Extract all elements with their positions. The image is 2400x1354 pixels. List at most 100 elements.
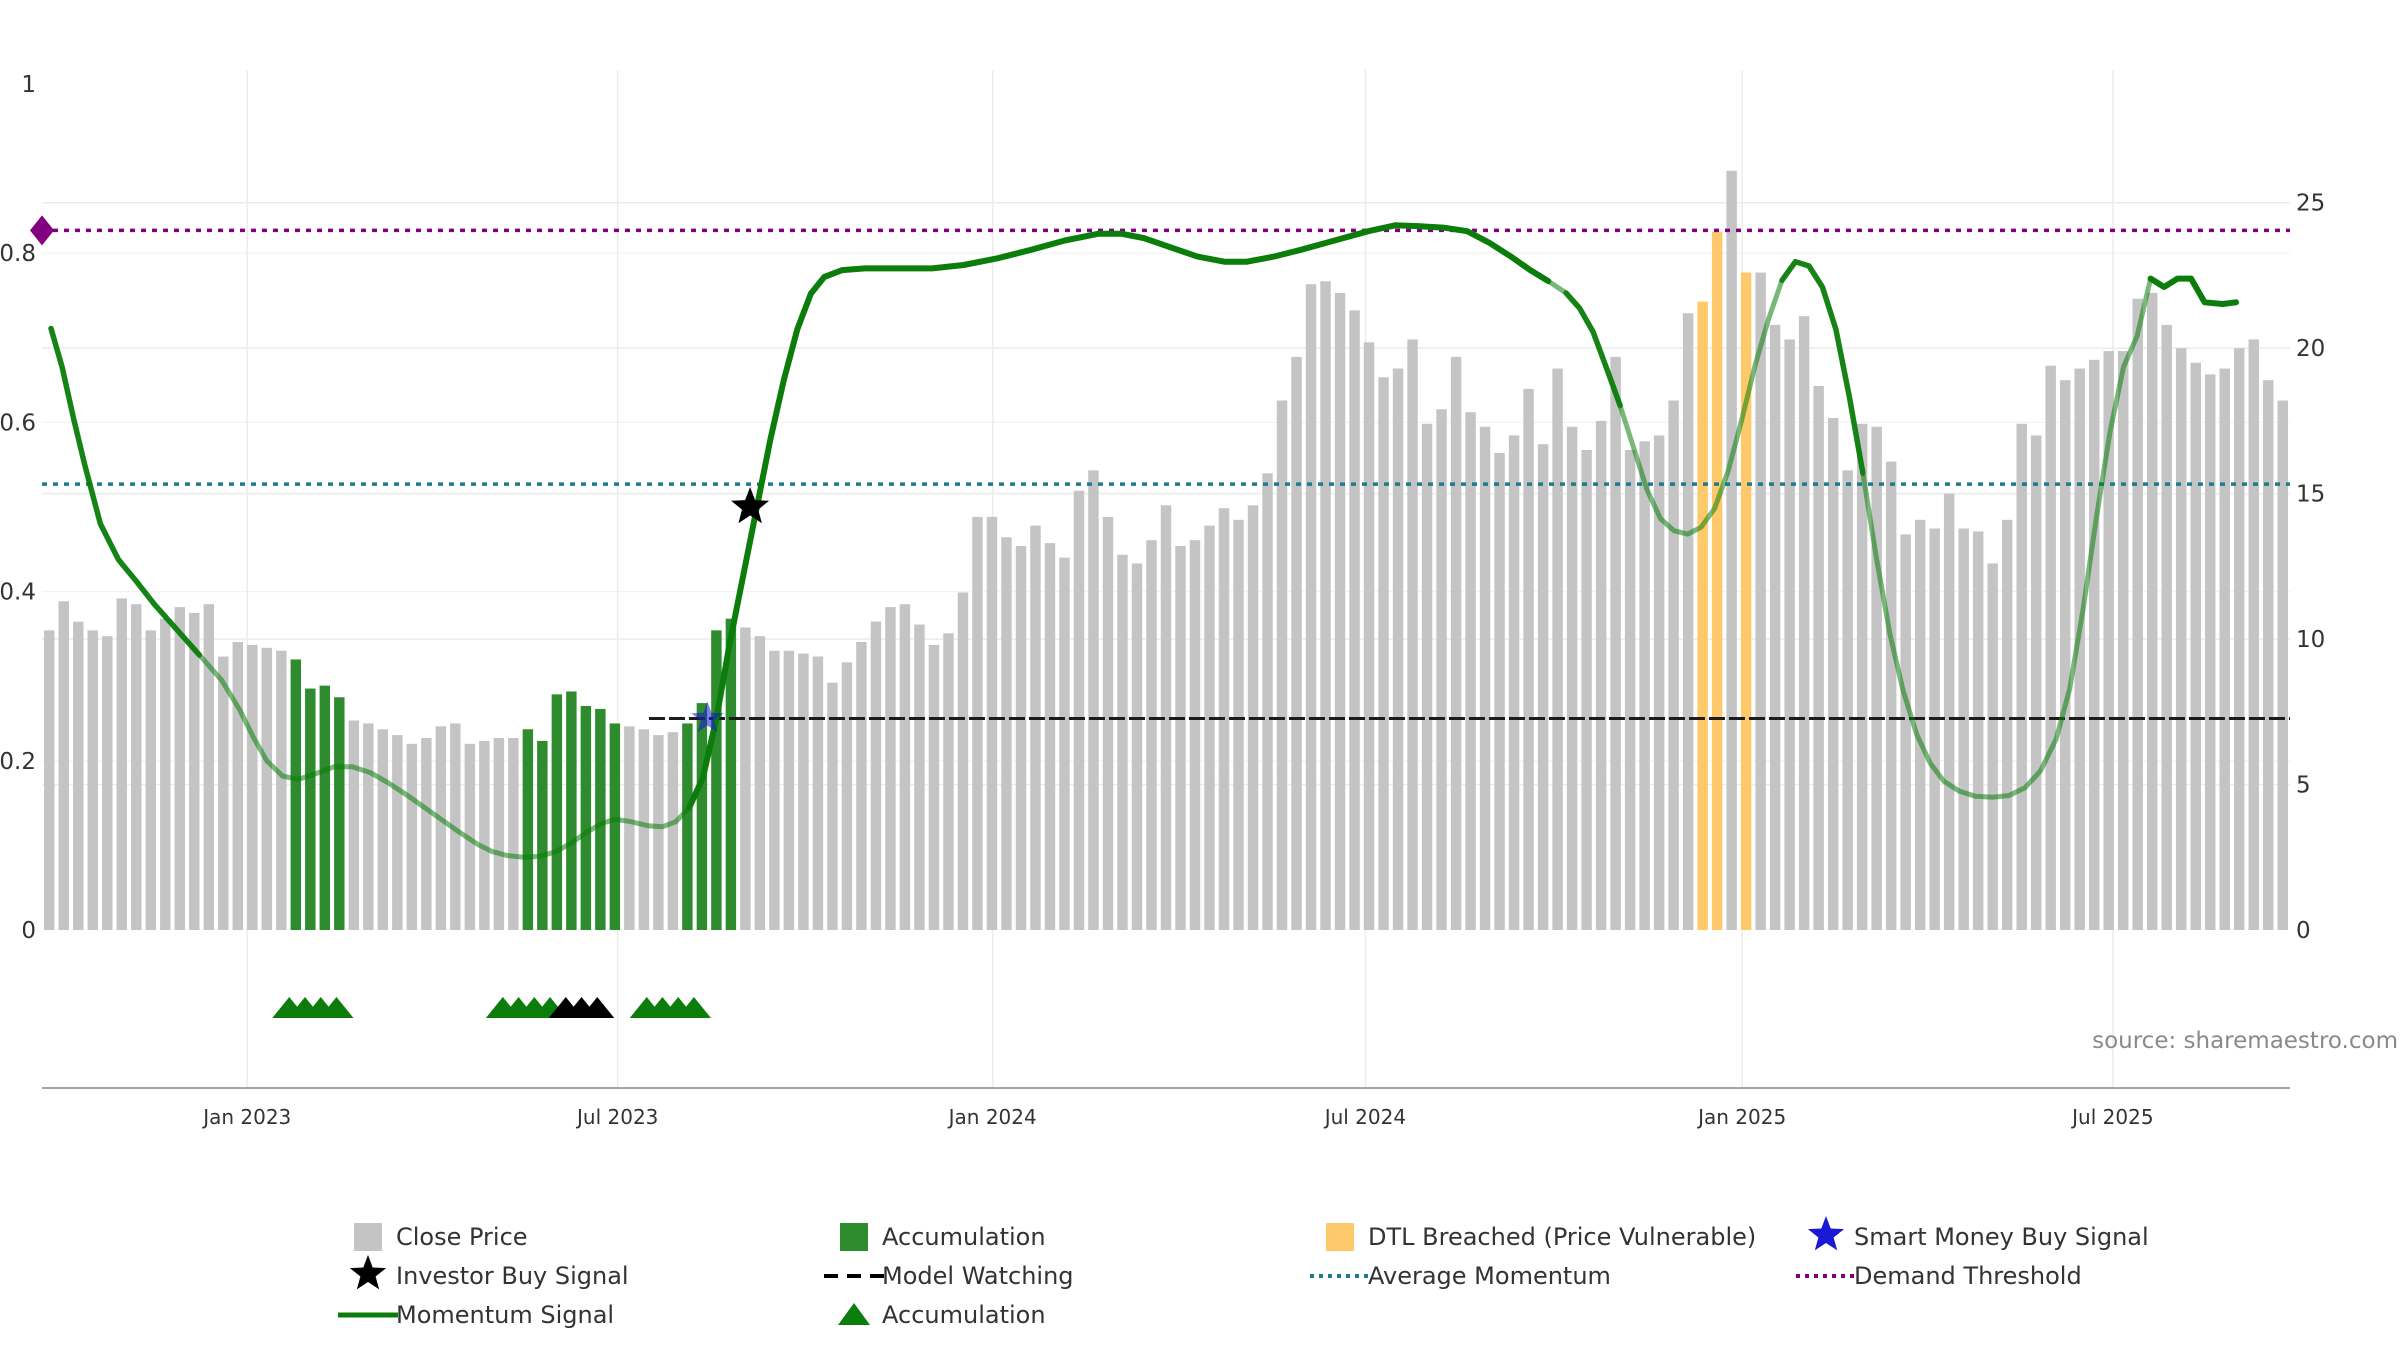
close-price-bar <box>2001 519 2013 930</box>
close-price-bar <box>1842 470 1853 930</box>
close-price-bar <box>1639 441 1650 930</box>
close-price-bar <box>479 740 490 930</box>
close-price-bar <box>392 735 403 930</box>
x-tick-label: Jul 2023 <box>575 1105 658 1129</box>
accumulation-bar <box>305 688 316 930</box>
close-price-bar <box>1349 310 1360 930</box>
legend-swatch <box>1326 1223 1354 1251</box>
momentum-signal-strong-segment <box>2147 275 2239 307</box>
accumulation-bar <box>522 729 534 930</box>
close-price-bar <box>2132 298 2143 931</box>
close-price-bar <box>928 644 940 930</box>
left-tick-label: 0.4 <box>0 580 36 606</box>
close-price-bar <box>1653 435 1665 930</box>
close-price-bar <box>1479 426 1491 930</box>
close-price-bar <box>2016 423 2027 930</box>
close-price-bar <box>1088 470 1099 930</box>
close-price-bar <box>2161 324 2172 930</box>
close-price-bar <box>1102 516 1114 930</box>
close-price-bar <box>1334 292 1346 930</box>
momentum-lines <box>48 222 2239 860</box>
legend-swatch <box>354 1223 382 1251</box>
legend-swatch <box>838 1303 870 1325</box>
close-price-bar <box>1421 423 1433 930</box>
close-price-bar <box>827 682 838 930</box>
accumulation-bar <box>696 703 708 930</box>
right-tick-label: 10 <box>2296 627 2325 653</box>
close-price-bar <box>1291 356 1302 930</box>
close-price-bar <box>2088 359 2100 930</box>
close-price-bar <box>87 630 98 930</box>
close-price-bar <box>1943 493 1955 930</box>
close-price-bar <box>667 732 679 930</box>
accumulation-bar <box>682 723 693 930</box>
close-price-bar <box>493 738 505 930</box>
right-tick-label: 25 <box>2296 191 2325 217</box>
close-price-bar <box>1465 412 1476 930</box>
close-price-bar <box>841 662 853 930</box>
x-tick-label: Jan 2025 <box>1696 1105 1786 1129</box>
close-price-bar <box>1030 525 1041 930</box>
close-price-bar <box>1146 540 1157 930</box>
close-price-bar <box>972 516 983 930</box>
close-price-bar <box>1073 490 1085 930</box>
reference-lines <box>30 215 2290 720</box>
legend-label: Smart Money Buy Signal <box>1854 1223 2149 1251</box>
right-tick-label: 15 <box>2296 482 2325 508</box>
legend-item-momentum-signal: Momentum Signal <box>338 1301 614 1329</box>
close-price-bar <box>1552 368 1563 930</box>
close-price-bar <box>2190 362 2201 931</box>
close-price-bar <box>856 642 867 930</box>
close-price-bar <box>1015 546 1027 930</box>
close-price-bar <box>44 630 55 930</box>
dtl-breached-bar <box>1697 301 1708 930</box>
close-price-bar <box>435 726 447 930</box>
legend-label: Demand Threshold <box>1854 1262 2082 1290</box>
accumulation-marker <box>580 997 615 1018</box>
investor-buy-signal-star <box>731 487 770 524</box>
close-price-bar <box>798 653 809 930</box>
close-price-bar <box>1523 388 1534 930</box>
close-price-bar <box>1769 324 1781 930</box>
close-price-bar <box>754 636 766 930</box>
close-price-bar <box>1581 450 1592 930</box>
close-price-bar <box>1566 426 1578 930</box>
accumulation-bar <box>319 685 331 930</box>
legend-label: DTL Breached (Price Vulnerable) <box>1368 1223 1756 1251</box>
close-price-bar <box>2205 374 2216 930</box>
close-price-bar <box>189 612 200 930</box>
close-price-bar <box>783 650 795 930</box>
close-price-bar <box>740 627 751 930</box>
close-price-bar <box>1363 342 1375 930</box>
close-price-bar <box>1392 368 1404 930</box>
close-price-bar <box>1972 531 1984 930</box>
close-price-bar <box>1885 461 1897 930</box>
x-tick-label: Jan 2023 <box>201 1105 291 1129</box>
momentum-signal-strong-segment <box>48 325 203 658</box>
close-price-bar <box>348 720 360 930</box>
accumulation-bar <box>537 740 548 930</box>
close-price-bar <box>1668 400 1679 930</box>
close-price-bar <box>276 650 287 930</box>
close-price-bar <box>899 604 911 930</box>
legend-label: Close Price <box>396 1223 528 1251</box>
close-price-bar <box>1958 528 1969 930</box>
close-price-bar <box>232 642 244 930</box>
left-tick-label: 0 <box>21 918 36 944</box>
close-price-bar <box>102 636 113 930</box>
close-price-bar <box>1494 452 1505 930</box>
close-price-bar <box>1407 339 1418 930</box>
signal-markers <box>272 487 770 1018</box>
close-price-bar <box>160 618 171 930</box>
close-price-bar <box>1827 418 1839 930</box>
legend-label: Investor Buy Signal <box>396 1262 629 1290</box>
legend: Close Price Accumulation DTL Breached (Pri… <box>338 1216 2149 1329</box>
close-price-bar <box>73 621 84 930</box>
close-price-bar <box>1044 543 1056 930</box>
close-price-bar <box>1610 356 1621 930</box>
close-price-bar <box>638 729 650 930</box>
close-price-bar <box>624 726 635 930</box>
legend-item-average-momentum: Average Momentum <box>1310 1262 1611 1290</box>
close-price-bar <box>247 644 258 930</box>
